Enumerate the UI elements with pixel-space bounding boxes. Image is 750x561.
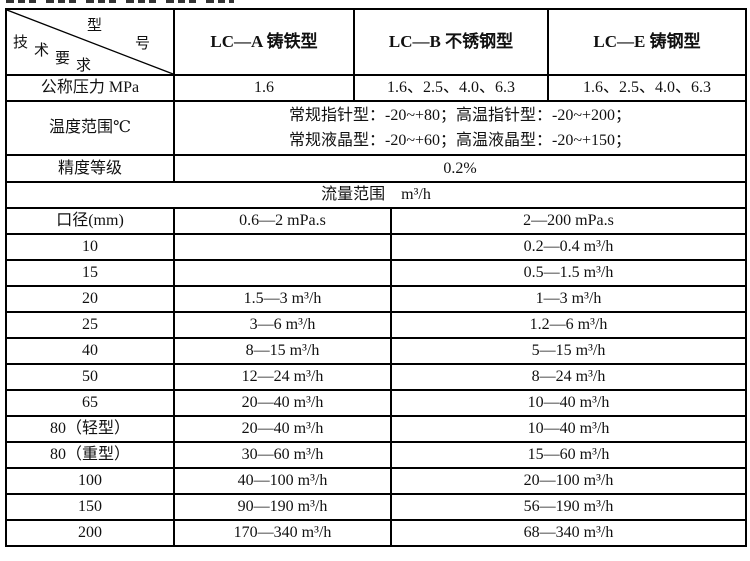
flow-high-viscosity-cell: 10—40 m³/h <box>390 415 747 443</box>
pressure-value-lce: 1.6、2.5、4.0、6.3 <box>547 74 747 102</box>
flow-range-banner-row: 流量范围 m³/h <box>5 181 747 209</box>
flow-low-viscosity-cell: 30—60 m³/h <box>173 441 392 469</box>
spec-table-top: 型 号 技 术 要 求 LC—A 铸铁型 LC—B 不锈钢型 LC—E 铸钢型 … <box>5 8 747 209</box>
spec-table: 型 号 技 术 要 求 LC—A 铸铁型 LC—B 不锈钢型 LC—E 铸钢型 … <box>5 8 747 547</box>
flow-row: 40 8—15 m³/h 5—15 m³/h <box>5 337 747 365</box>
model-column-header-lce: LC—E 铸钢型 <box>547 8 747 76</box>
diameter-cell: 20 <box>5 285 175 313</box>
flow-row: 10 0.2—0.4 m³/h <box>5 233 747 261</box>
flow-high-viscosity-cell: 8—24 m³/h <box>390 363 747 391</box>
accuracy-label: 精度等级 <box>5 154 175 183</box>
flow-row: 20 1.5—3 m³/h 1—3 m³/h <box>5 285 747 313</box>
flow-low-viscosity-cell: 170—340 m³/h <box>173 519 392 547</box>
corner-bottom-label-char: 术 <box>34 43 50 59</box>
diameter-cell: 10 <box>5 233 175 261</box>
flow-header-row: 口径(mm) 0.6—2 mPa.s 2—200 mPa.s <box>5 209 747 235</box>
temperature-values-cell: 常规指针型：-20~+80；高温指针型：-20~+200； 常规液晶型：-20~… <box>173 100 747 156</box>
flow-low-viscosity-cell: 12—24 m³/h <box>173 363 392 391</box>
flow-high-viscosity-cell: 20—100 m³/h <box>390 467 747 495</box>
flow-low-viscosity-cell: 40—100 m³/h <box>173 467 392 495</box>
diameter-header: 口径(mm) <box>5 209 175 235</box>
flow-high-viscosity-cell: 1.2—6 m³/h <box>390 311 747 339</box>
flow-row: 200 170—340 m³/h 68—340 m³/h <box>5 519 747 547</box>
flow-low-viscosity-cell: 8—15 m³/h <box>173 337 392 365</box>
low-viscosity-header: 0.6—2 mPa.s <box>173 209 392 235</box>
temperature-line-lcd: 常规液晶型：-20~+60；高温液晶型：-20~+150； <box>288 132 632 149</box>
flow-low-viscosity-cell: 90—190 m³/h <box>173 493 392 521</box>
corner-top-label-char: 号 <box>135 36 151 52</box>
high-viscosity-header: 2—200 mPa.s <box>390 209 747 235</box>
corner-bottom-label-char: 要 <box>55 51 71 67</box>
flow-low-viscosity-cell: 20—40 m³/h <box>173 415 392 443</box>
flow-high-viscosity-cell: 15—60 m³/h <box>390 441 747 469</box>
flow-low-viscosity-cell <box>173 233 392 261</box>
corner-bottom-label-char: 技 <box>13 35 29 51</box>
diameter-cell: 40 <box>5 337 175 365</box>
diagonal-line <box>7 10 173 74</box>
pressure-value-lca: 1.6 <box>173 74 355 102</box>
flow-low-viscosity-cell <box>173 259 392 287</box>
flow-range-banner: 流量范围 m³/h <box>5 181 747 209</box>
model-column-header-lca: LC—A 铸铁型 <box>173 8 355 76</box>
pressure-value-lcb: 1.6、2.5、4.0、6.3 <box>353 74 549 102</box>
model-column-header-lcb: LC—B 不锈钢型 <box>353 8 549 76</box>
diameter-cell: 65 <box>5 389 175 417</box>
flow-row: 80（轻型） 20—40 m³/h 10—40 m³/h <box>5 415 747 443</box>
accuracy-value: 0.2% <box>173 154 747 183</box>
flow-high-viscosity-cell: 56—190 m³/h <box>390 493 747 521</box>
flow-high-viscosity-cell: 5—15 m³/h <box>390 337 747 365</box>
flow-row: 25 3—6 m³/h 1.2—6 m³/h <box>5 311 747 339</box>
flow-high-viscosity-cell: 68—340 m³/h <box>390 519 747 547</box>
pressure-row: 公称压力 MPa 1.6 1.6、2.5、4.0、6.3 1.6、2.5、4.0… <box>5 74 747 102</box>
flow-low-viscosity-cell: 20—40 m³/h <box>173 389 392 417</box>
flow-high-viscosity-cell: 1—3 m³/h <box>390 285 747 313</box>
diameter-cell: 200 <box>5 519 175 547</box>
flow-row: 50 12—24 m³/h 8—24 m³/h <box>5 363 747 391</box>
diameter-cell: 100 <box>5 467 175 495</box>
diameter-cell: 50 <box>5 363 175 391</box>
flow-low-viscosity-cell: 3—6 m³/h <box>173 311 392 339</box>
flow-high-viscosity-cell: 0.2—0.4 m³/h <box>390 233 747 261</box>
accuracy-row: 精度等级 0.2% <box>5 154 747 183</box>
corner-bottom-label-char: 求 <box>76 58 92 74</box>
temperature-label: 温度范围℃ <box>5 100 175 156</box>
diameter-cell: 15 <box>5 259 175 287</box>
spec-table-flow: 口径(mm) 0.6—2 mPa.s 2—200 mPa.s 10 0.2—0.… <box>5 209 747 547</box>
flow-row: 80（重型） 30—60 m³/h 15—60 m³/h <box>5 441 747 469</box>
diameter-cell: 25 <box>5 311 175 339</box>
flow-high-viscosity-cell: 0.5—1.5 m³/h <box>390 259 747 287</box>
flow-high-viscosity-cell: 10—40 m³/h <box>390 389 747 417</box>
flow-row: 65 20—40 m³/h 10—40 m³/h <box>5 389 747 417</box>
corner-top-label-char: 型 <box>87 18 103 34</box>
temperature-line-pointer: 常规指针型：-20~+80；高温指针型：-20~+200； <box>288 107 632 124</box>
header-row: 型 号 技 术 要 求 LC—A 铸铁型 LC—B 不锈钢型 LC—E 铸钢型 <box>5 8 747 76</box>
diameter-cell: 80（重型） <box>5 441 175 469</box>
corner-diagonal-cell: 型 号 技 术 要 求 <box>5 8 175 76</box>
flow-row: 100 40—100 m³/h 20—100 m³/h <box>5 467 747 495</box>
pressure-label: 公称压力 MPa <box>5 74 175 102</box>
diameter-cell: 150 <box>5 493 175 521</box>
flow-row: 150 90—190 m³/h 56—190 m³/h <box>5 493 747 521</box>
flow-row: 15 0.5—1.5 m³/h <box>5 259 747 287</box>
clipped-text-remnant <box>6 0 234 3</box>
flow-low-viscosity-cell: 1.5—3 m³/h <box>173 285 392 313</box>
temperature-row: 温度范围℃ 常规指针型：-20~+80；高温指针型：-20~+200； 常规液晶… <box>5 100 747 156</box>
diameter-cell: 80（轻型） <box>5 415 175 443</box>
